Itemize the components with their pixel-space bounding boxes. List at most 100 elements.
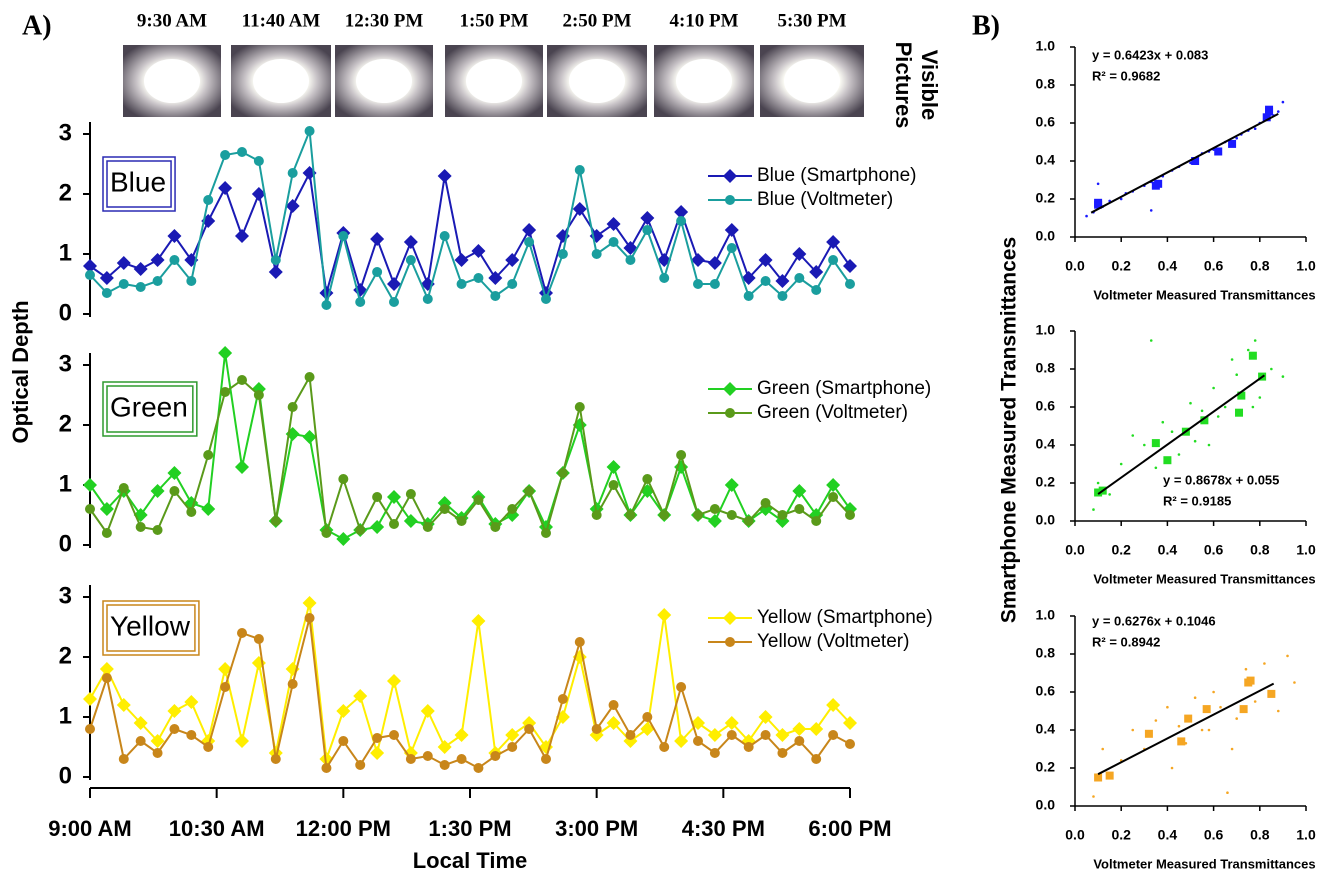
marker — [237, 147, 247, 157]
marker — [524, 486, 535, 496]
marker — [1235, 408, 1244, 417]
marker — [709, 504, 720, 514]
marker — [1131, 728, 1135, 732]
picture-time: 11:40 AM — [242, 10, 321, 31]
marker — [659, 742, 670, 752]
marker — [1253, 127, 1257, 130]
marker — [355, 297, 366, 307]
marker — [133, 262, 148, 276]
y-tick-label: 0.0 — [1036, 512, 1056, 528]
marker — [203, 195, 214, 205]
picture-time: 12:30 PM — [345, 10, 424, 31]
x-tick-label: 1:30 PM — [428, 816, 511, 841]
marker — [541, 754, 551, 764]
marker — [606, 716, 621, 730]
marker — [268, 265, 283, 279]
marker — [150, 253, 165, 267]
marker — [1154, 719, 1158, 722]
marker — [574, 165, 585, 175]
x-tick-label: 0.0 — [1065, 258, 1085, 274]
marker — [456, 516, 467, 526]
marker — [743, 291, 754, 301]
marker — [809, 722, 824, 736]
marker — [1149, 209, 1153, 212]
marker — [152, 525, 163, 535]
marker — [1193, 696, 1197, 699]
y-tick-label: 0.6 — [1036, 683, 1056, 699]
y-tick-label: 2 — [59, 179, 72, 206]
marker — [203, 742, 214, 752]
marker — [355, 760, 366, 770]
sun — [466, 59, 522, 103]
marker — [167, 229, 182, 243]
x-tick-label: 0.6 — [1204, 542, 1224, 558]
sun — [676, 59, 732, 103]
y-tick-label: 0.4 — [1036, 721, 1056, 737]
x-tick-label: 0.8 — [1250, 258, 1270, 274]
marker — [743, 742, 754, 752]
marker — [1248, 351, 1257, 360]
marker — [370, 232, 385, 246]
marker — [557, 694, 568, 704]
marker — [405, 255, 416, 265]
y-tick-label: 1 — [59, 702, 72, 729]
marker — [471, 614, 486, 628]
marker — [1223, 405, 1227, 409]
y-tick-label: 0.8 — [1036, 645, 1056, 661]
marker — [1246, 676, 1255, 685]
x-axis-label: Voltmeter Measured Transmittances — [1093, 287, 1315, 302]
y-tick-label: 0.2 — [1036, 474, 1056, 490]
marker — [99, 502, 114, 516]
marker — [251, 187, 266, 201]
marker — [118, 279, 129, 289]
marker — [437, 169, 452, 183]
marker — [505, 728, 520, 742]
marker — [1092, 795, 1095, 798]
marker — [186, 276, 197, 286]
marker — [85, 504, 95, 514]
marker — [659, 273, 670, 283]
legend-label: Blue (Voltmeter) — [757, 189, 893, 210]
x-tick-label: 0.6 — [1204, 827, 1224, 843]
marker — [1200, 409, 1204, 413]
marker — [1214, 147, 1223, 156]
marker — [845, 279, 855, 289]
marker — [522, 223, 537, 237]
marker — [777, 510, 788, 520]
marker — [760, 276, 771, 286]
marker — [135, 736, 146, 746]
marker — [826, 478, 841, 492]
marker — [608, 480, 619, 490]
marker — [1235, 136, 1238, 140]
legend-marker — [725, 637, 735, 647]
marker — [811, 285, 822, 295]
marker — [116, 256, 131, 270]
marker — [321, 763, 332, 773]
marker — [488, 271, 503, 285]
legend-marker — [725, 195, 735, 205]
marker — [1263, 662, 1266, 665]
x-tick-label: 6:00 PM — [808, 816, 891, 841]
marker — [828, 492, 839, 502]
marker — [1094, 488, 1103, 497]
legend-label: Green (Smartphone) — [757, 378, 931, 399]
marker — [237, 375, 247, 385]
marker — [439, 504, 450, 514]
sun — [784, 59, 840, 103]
marker — [1143, 443, 1146, 447]
marker — [674, 205, 689, 219]
marker — [1281, 100, 1285, 104]
marker — [372, 492, 383, 502]
marker — [794, 736, 805, 746]
marker — [1177, 453, 1181, 456]
y-tick-label: 2 — [59, 410, 72, 437]
marker — [85, 724, 95, 734]
sun — [253, 59, 309, 103]
x-tick-label: 0.0 — [1065, 827, 1085, 843]
label-box — [102, 156, 176, 212]
marker — [557, 468, 568, 478]
marker — [422, 751, 433, 761]
marker — [625, 730, 636, 740]
marker — [507, 742, 518, 752]
